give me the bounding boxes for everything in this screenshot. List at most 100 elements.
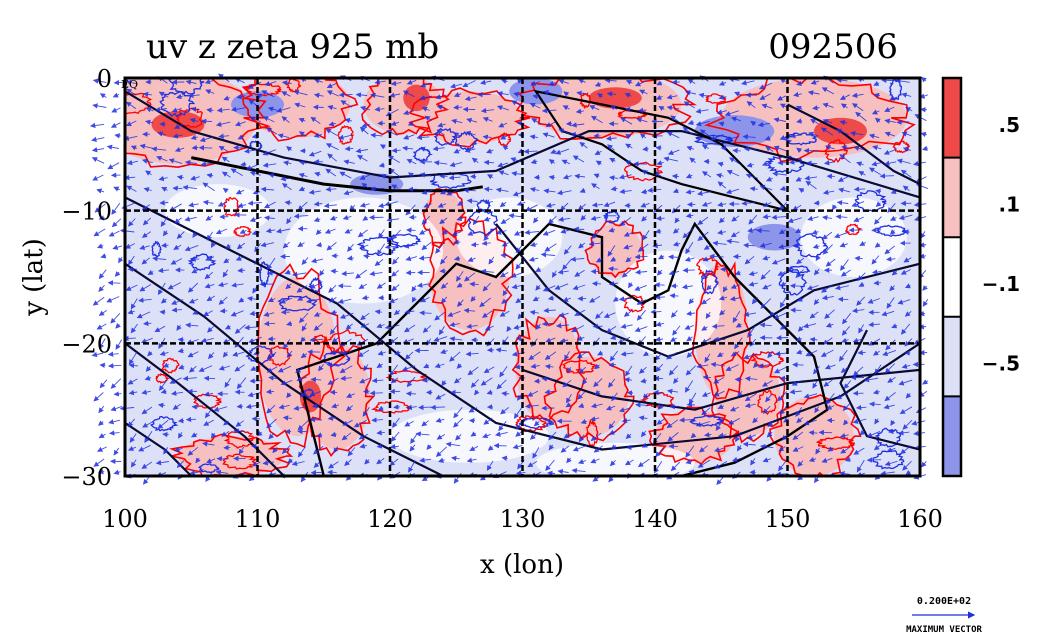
negative-vorticity-contour xyxy=(874,427,901,448)
wind-vector xyxy=(529,241,538,248)
wind-vector xyxy=(281,91,291,97)
wind-vector xyxy=(297,420,309,431)
wind-vector xyxy=(345,405,353,412)
y-axis-ticks: 0 −10 −20 −30 xyxy=(61,65,112,491)
wind-vector xyxy=(127,378,138,385)
wind-vector xyxy=(206,231,214,241)
wind-vector xyxy=(313,323,323,331)
wind-vector xyxy=(191,268,199,274)
wind-vector xyxy=(158,379,168,392)
wind-vector xyxy=(198,145,213,151)
wind-vector xyxy=(206,172,214,179)
wind-vector xyxy=(313,201,323,207)
wind-vector xyxy=(110,405,123,412)
wind-vector xyxy=(123,135,138,141)
wind-vector xyxy=(297,201,308,211)
wind-vector xyxy=(136,311,151,319)
wind-vector xyxy=(236,403,244,409)
wind-vector xyxy=(391,147,401,154)
wind-vector xyxy=(309,390,321,397)
wind-vector xyxy=(330,431,337,438)
wind-vector xyxy=(481,240,491,246)
wind-vector xyxy=(388,298,399,304)
wind-vector xyxy=(407,120,414,126)
wind-vector xyxy=(283,160,292,166)
wind-vector xyxy=(234,364,245,372)
wind-vector xyxy=(408,460,416,473)
wind-vector xyxy=(573,226,585,232)
wind-vector xyxy=(358,433,369,440)
wind-vector xyxy=(238,297,245,303)
wind-vector xyxy=(177,417,185,424)
wind-vector xyxy=(423,202,432,208)
wind-vector xyxy=(499,272,509,278)
wind-vector xyxy=(671,173,679,180)
geopotential-contour xyxy=(839,329,920,451)
wind-vector xyxy=(338,134,353,140)
wind-vector xyxy=(434,311,446,321)
wind-vector xyxy=(223,95,230,101)
wind-vector xyxy=(495,187,509,193)
wind-vector xyxy=(291,460,305,466)
wind-vector xyxy=(237,202,247,209)
wind-vector xyxy=(448,175,461,181)
wind-vector xyxy=(481,310,493,318)
wind-vector xyxy=(524,204,538,212)
wind-vector xyxy=(406,79,417,85)
wind-vector xyxy=(439,217,448,225)
wind-vector xyxy=(446,188,460,196)
wind-vector xyxy=(267,106,278,112)
wind-vector xyxy=(881,77,896,84)
wind-vector xyxy=(488,256,495,265)
wind-vector xyxy=(422,325,432,333)
wind-vector xyxy=(922,285,928,291)
wind-vector xyxy=(249,170,261,177)
colorbar-segment xyxy=(943,237,961,317)
wind-vector xyxy=(530,80,540,86)
wind-vector xyxy=(466,198,478,204)
wind-vector xyxy=(406,159,417,165)
wind-vector xyxy=(221,171,231,178)
wind-vector xyxy=(445,441,461,448)
wind-vector xyxy=(362,388,370,394)
wind-vector xyxy=(188,92,200,99)
wind-vector xyxy=(250,443,259,450)
wind-vector xyxy=(480,268,495,275)
wind-vector xyxy=(141,231,152,238)
x-tick-label: 160 xyxy=(897,505,943,533)
wind-vector xyxy=(359,443,367,449)
colorbar-segment xyxy=(943,316,961,397)
wind-vector xyxy=(311,258,324,264)
wind-vector xyxy=(230,168,243,176)
wind-vector xyxy=(532,296,540,302)
positive-vorticity-contour xyxy=(515,414,548,433)
wind-vector xyxy=(501,455,508,461)
wind-vector xyxy=(218,146,229,152)
wind-vector xyxy=(361,182,369,189)
wind-vector xyxy=(284,269,291,275)
wind-vector xyxy=(462,80,476,88)
wind-vector xyxy=(529,187,540,193)
wind-vector xyxy=(155,459,169,466)
wind-vector xyxy=(466,457,477,463)
wind-vector xyxy=(331,337,339,344)
wind-vector xyxy=(360,105,370,112)
wind-vector xyxy=(235,255,244,261)
wind-vector xyxy=(268,375,278,381)
wind-vector xyxy=(357,155,368,162)
wind-vector xyxy=(453,148,461,154)
wind-vector xyxy=(200,161,212,167)
wind-vector xyxy=(499,201,507,208)
wind-vector xyxy=(125,284,138,291)
wind-vector xyxy=(390,80,402,87)
wind-vector xyxy=(272,447,278,454)
wind-vector xyxy=(92,103,107,109)
wind-vector xyxy=(447,310,461,317)
wind-vector xyxy=(344,459,352,466)
wind-vector xyxy=(438,326,445,336)
wind-vector xyxy=(421,377,431,383)
wind-vector xyxy=(650,309,662,315)
wind-vector xyxy=(501,241,509,247)
wind-vector xyxy=(922,379,929,385)
